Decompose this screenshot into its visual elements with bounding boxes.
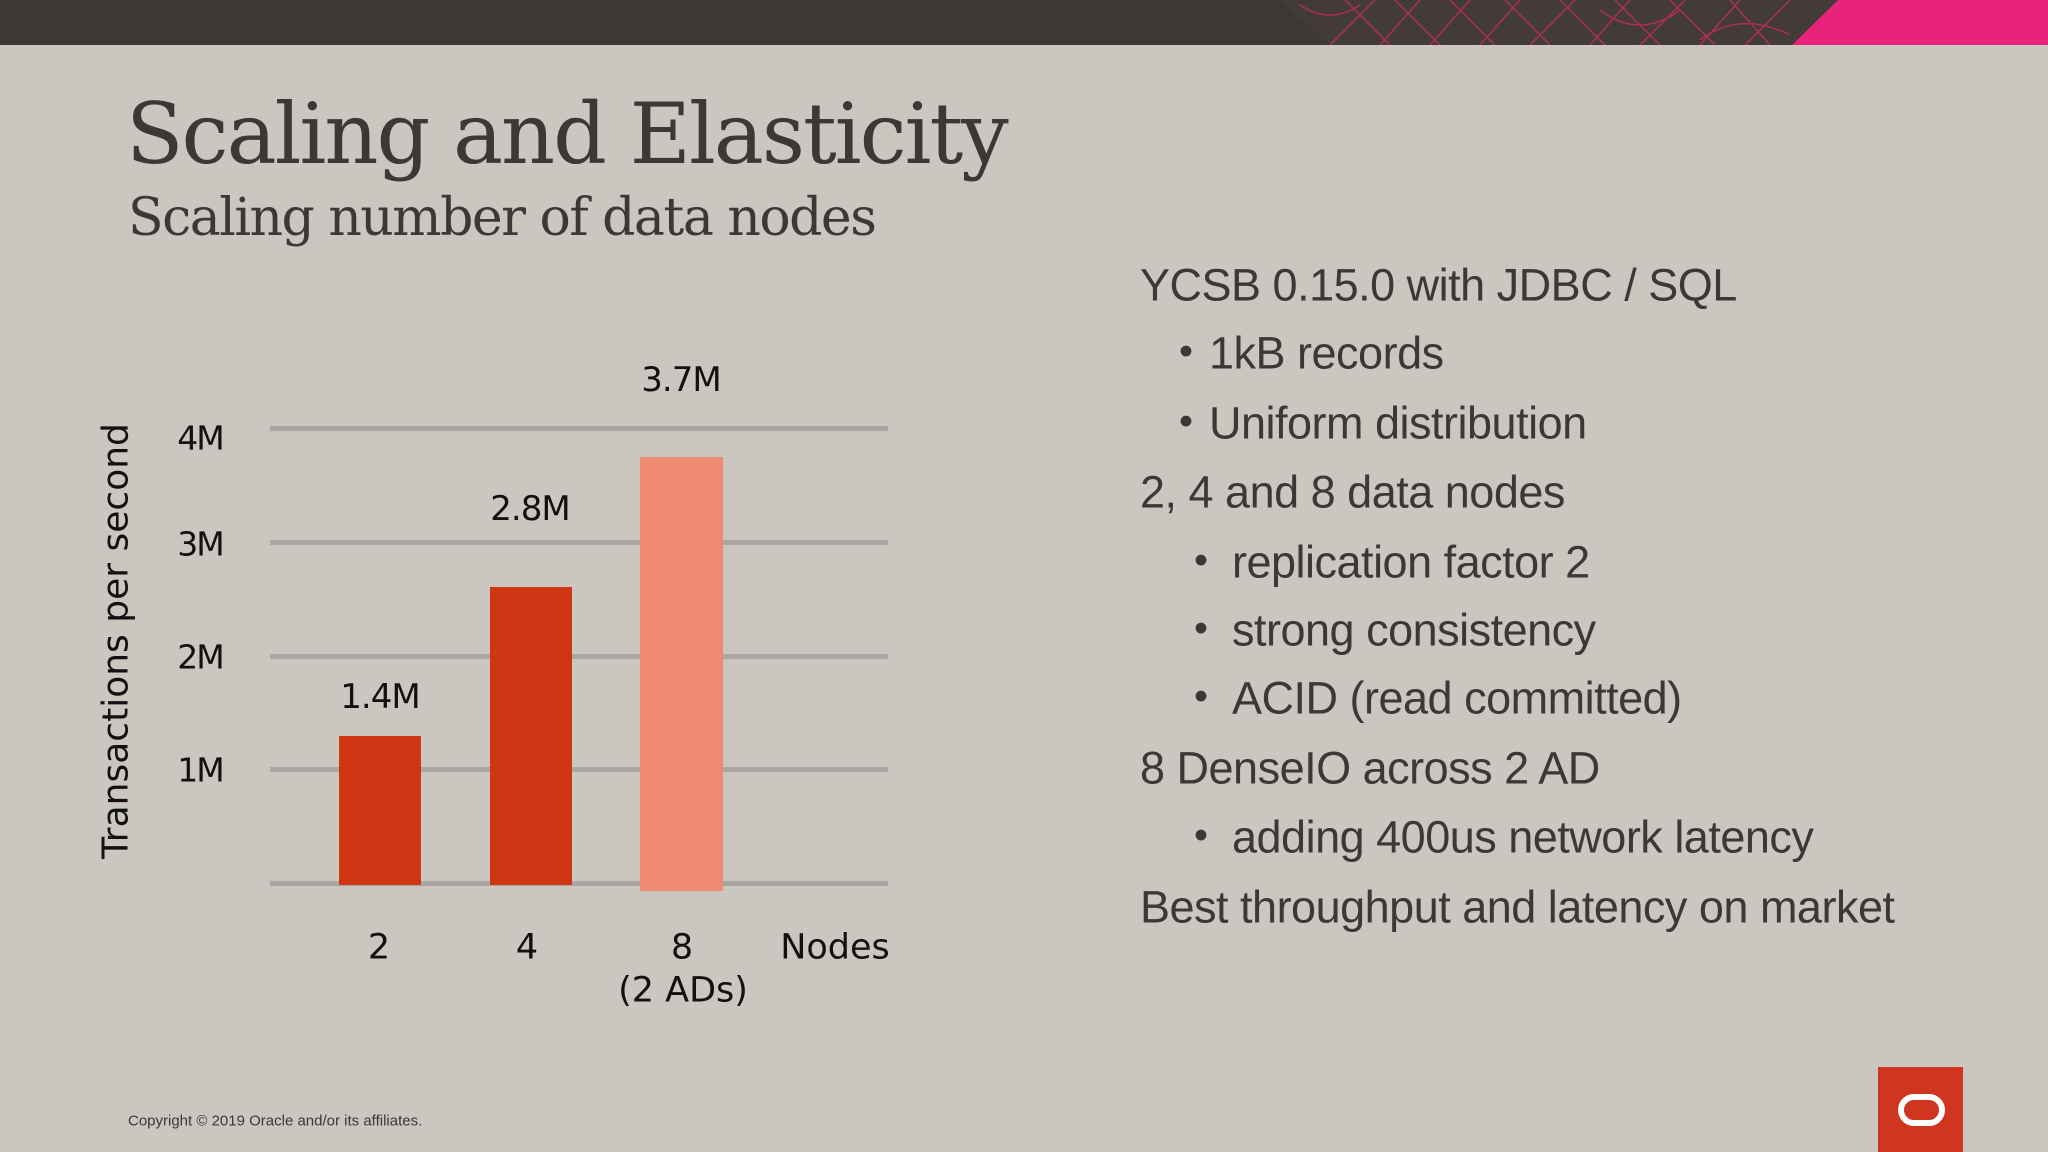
x-tick-8: 8 [670, 927, 694, 968]
oracle-ring-icon [1898, 1094, 1945, 1126]
bullet-item: replication factor 2 [1232, 536, 1590, 588]
oracle-logo-icon [1878, 1067, 1963, 1152]
y-axis-label: Transactions per second [95, 423, 137, 859]
bullet-dot-icon: • [1178, 329, 1194, 374]
x-axis-baseline [270, 881, 888, 886]
data-label-4-nodes: 2.8M [490, 489, 570, 529]
top-banner [0, 0, 2048, 45]
bullet-dot-icon: • [1193, 538, 1209, 583]
bullet-dot-icon: • [1193, 813, 1209, 858]
y-tick-3m: 3M [177, 524, 224, 564]
data-label-2-nodes: 1.4M [340, 677, 420, 717]
bullet-dot-icon: • [1193, 674, 1209, 719]
copyright-notice: Copyright © 2019 Oracle and/or its affil… [128, 1112, 423, 1130]
y-tick-2m: 2M [177, 637, 224, 677]
bullet-item: 8 DenseIO across 2 AD [1140, 742, 1600, 794]
bullet-item: ACID (read committed) [1232, 672, 1682, 724]
y-tick-4m: 4M [177, 418, 224, 458]
slide-title: Scaling and Elasticity [126, 85, 1009, 183]
bullet-item: adding 400us network latency [1232, 811, 1814, 863]
bullet-dot-icon: • [1178, 399, 1194, 444]
bullet-dot-icon: • [1193, 606, 1209, 651]
bar-4-nodes [490, 587, 572, 885]
bar-2-nodes [339, 736, 421, 885]
bullet-item: Best throughput and latency on market [1140, 881, 1895, 933]
bar-8-nodes [640, 457, 723, 891]
x-axis-label: Nodes [780, 927, 890, 968]
gridline-4m [270, 426, 888, 431]
gridline-2m [270, 654, 888, 659]
bar-chart: Transactions per second 4M 3M 2M 1M 1.4M… [0, 0, 1000, 1152]
bullet-item: 2, 4 and 8 data nodes [1140, 466, 1565, 518]
slide-subtitle: Scaling number of data nodes [128, 188, 877, 248]
bullet-item: Uniform distribution [1209, 397, 1587, 449]
x-tick-4: 4 [515, 927, 539, 968]
bullet-item: YCSB 0.15.0 with JDBC / SQL [1140, 259, 1737, 311]
x-tick-8-sublabel: (2 ADs) [618, 970, 748, 1011]
x-tick-2: 2 [367, 927, 391, 968]
bullet-item: 1kB records [1209, 327, 1444, 379]
decorative-pattern-icon [1280, 0, 2048, 45]
y-tick-1m: 1M [177, 750, 224, 790]
bullet-item: strong consistency [1232, 604, 1596, 656]
gridline-1m [270, 767, 888, 772]
gridline-3m [270, 540, 888, 545]
data-label-8-nodes: 3.7M [641, 360, 721, 400]
